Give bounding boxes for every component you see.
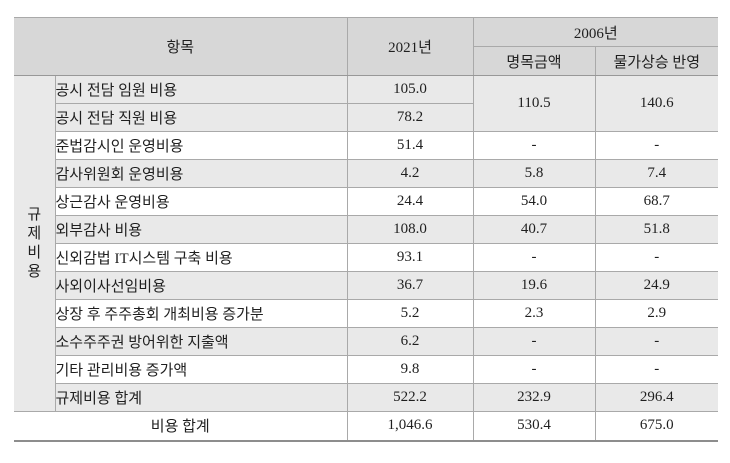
row-label: 신외감법 IT시스템 구축 비용 [55,243,348,272]
value-2006-nominal: 40.7 [472,215,596,244]
table-row: 사외이사선임비용 36.7 19.6 24.9 [14,271,719,300]
table-row: 감사위원회 운영비용 4.2 5.8 7.4 [14,159,719,188]
row-label: 외부감사 비용 [55,215,348,244]
table-row: 상근감사 운영비용 24.4 54.0 68.7 [14,187,719,216]
total-value-2006-nominal: 530.4 [472,411,596,441]
total-value-2006-adjusted: 675.0 [594,411,719,441]
value-2006-nominal: 232.9 [472,383,596,412]
table-row: 공시 전담 직원 비용 78.2 [14,103,718,132]
value-2006-nominal: 110.5 [472,75,596,132]
value-2006-adjusted: 7.4 [594,159,719,188]
value-2006-nominal: - [472,327,596,356]
table-row: 신외감법 IT시스템 구축 비용 93.1 - - [14,243,719,272]
value-2021: 108.0 [346,215,474,244]
value-2006-nominal: - [472,131,596,160]
table-row: 규제비용 공시 전담 임원 비용 105.0 110.5 140.6 [14,75,719,412]
value-2006-nominal: 54.0 [472,187,596,216]
value-2006-adjusted: - [594,243,719,272]
value-2006-adjusted: - [594,131,719,160]
value-2021: 36.7 [346,271,474,300]
table-row: 준법감시인 운영비용 51.4 - - [14,131,719,160]
value-2006-nominal: 19.6 [472,271,596,300]
table-row: 소수주주권 방어위한 지출액 6.2 - - [14,327,719,356]
table-row-subtotal: 규제비용 합계 522.2 232.9 296.4 [14,383,719,412]
value-2021: 51.4 [346,131,474,160]
value-2021: 5.2 [346,299,474,328]
value-2021: 24.4 [346,187,474,216]
table-row: 외부감사 비용 108.0 40.7 51.8 [14,215,719,244]
table-row: 상장 후 주주총회 개최비용 증가분 5.2 2.3 2.9 [14,299,719,328]
value-2006-adjusted: - [594,327,719,356]
value-2006-nominal: - [472,355,596,384]
value-2006-adjusted: 24.9 [594,271,719,300]
row-label: 기타 관리비용 증가액 [55,355,348,384]
value-2006-adjusted: - [594,355,719,384]
value-2021: 6.2 [346,327,474,356]
row-label: 공시 전담 직원 비용 [55,103,348,132]
value-2021: 9.8 [346,355,474,384]
row-label: 공시 전담 임원 비용 [54,75,348,104]
regulation-cost-table: 항목 2021년 2006년 명목금액 물가상승 반영 규제비용 공시 전담 임… [14,17,719,442]
row-label: 규제비용 합계 [55,383,348,412]
row-label: 준법감시인 운영비용 [55,131,348,160]
col-header-nominal: 명목금액 [473,46,596,76]
row-label: 상근감사 운영비용 [55,187,348,216]
value-2006-nominal: 2.3 [472,299,596,328]
row-label: 감사위원회 운영비용 [55,159,348,188]
value-2021: 4.2 [346,159,474,188]
table-header: 항목 2021년 2006년 명목금액 물가상승 반영 [14,17,719,76]
value-2021: 78.2 [346,103,474,132]
value-2006-adjusted: 68.7 [594,187,719,216]
value-2006-nominal: 5.8 [472,159,596,188]
group-label-cell: 규제비용 [14,75,56,412]
value-2006-adjusted: 296.4 [594,383,719,412]
col-header-item: 항목 [14,17,348,76]
value-2006-nominal: - [472,243,596,272]
value-2006-adjusted: 140.6 [594,75,719,132]
total-label: 비용 합계 [14,411,348,441]
table-row-total: 비용 합계 1,046.6 530.4 675.0 [14,411,719,441]
col-header-2006: 2006년 [472,17,719,47]
value-2021: 93.1 [346,243,474,272]
row-label: 상장 후 주주총회 개최비용 증가분 [55,299,348,328]
total-value-2021: 1,046.6 [346,411,474,441]
col-header-2021: 2021년 [346,17,474,76]
col-header-inflation-adjusted: 물가상승 반영 [594,46,719,76]
value-2006-adjusted: 2.9 [594,299,719,328]
row-label: 소수주주권 방어위한 지출액 [55,327,348,356]
value-2006-adjusted: 51.8 [594,215,719,244]
table-row: 기타 관리비용 증가액 9.8 - - [14,355,719,384]
value-2021: 105.0 [346,75,474,104]
value-2021: 522.2 [346,383,474,412]
group-label: 규제비용 [27,206,42,280]
row-label: 사외이사선임비용 [55,271,348,300]
